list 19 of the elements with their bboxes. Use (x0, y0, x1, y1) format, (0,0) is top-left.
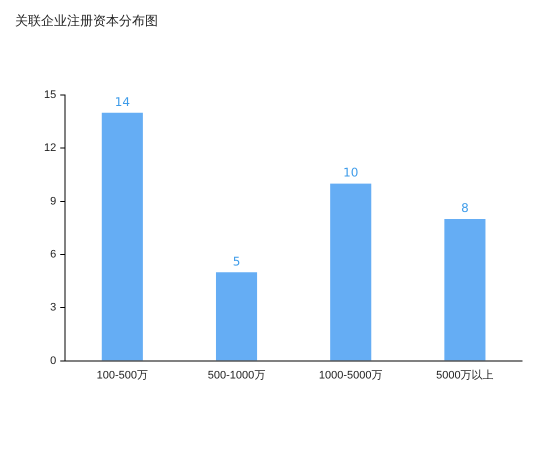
data-label: 8 (461, 201, 469, 216)
x-tick-label: 500-1000万 (208, 369, 266, 382)
y-tick-label: 0 (50, 354, 56, 367)
data-label: 5 (232, 254, 240, 268)
bar (330, 184, 372, 360)
bar (102, 112, 143, 360)
y-tick-label: 12 (44, 142, 56, 154)
y-tick-label: 9 (50, 195, 56, 208)
y-tick-label: 3 (50, 302, 56, 314)
y-tick-label: 15 (44, 89, 56, 102)
bar (444, 219, 486, 360)
x-tick-label: 1000-5000万 (318, 369, 383, 382)
y-tick-label: 6 (50, 248, 56, 261)
data-label: 14 (114, 94, 130, 109)
x-tick-label: 100-500万 (96, 369, 148, 382)
chart-title: 关联企业注册资本分布图 (15, 13, 158, 30)
data-label: 10 (343, 166, 358, 180)
bar (216, 272, 258, 360)
x-tick-label: 5000万以上 (436, 368, 494, 382)
